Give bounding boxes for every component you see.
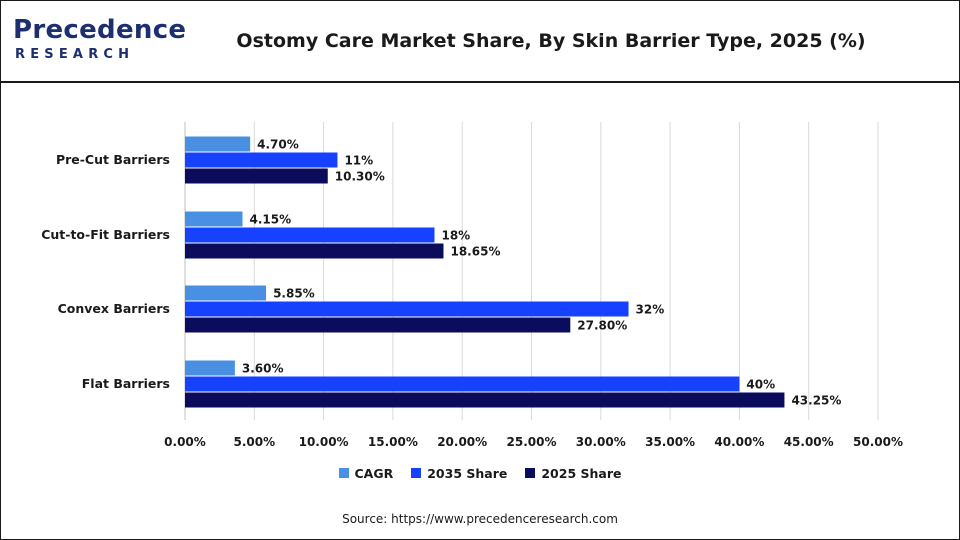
x-tick-label: 20.00% (437, 435, 487, 449)
data-label: 18% (441, 229, 470, 243)
bar (185, 317, 571, 333)
category-label: Convex Barriers (58, 301, 170, 316)
x-tick-label: 25.00% (507, 435, 557, 449)
data-label: 10.30% (335, 170, 385, 184)
header: Precedence RESEARCH Ostomy Care Market S… (1, 1, 959, 81)
legend-swatch (411, 468, 422, 478)
legend-swatch (338, 468, 349, 478)
chart-title: Ostomy Care Market Share, By Skin Barrie… (236, 30, 866, 52)
x-tick-label: 10.00% (299, 435, 349, 449)
data-label: 27.80% (577, 319, 627, 333)
data-label: 3.60% (242, 362, 284, 376)
x-tick-label: 45.00% (784, 435, 834, 449)
x-tick-label: 30.00% (576, 435, 626, 449)
bar (185, 243, 444, 259)
category-label: Cut-to-Fit Barriers (41, 227, 170, 242)
logo-subtitle: RESEARCH (15, 47, 135, 62)
bar (185, 136, 251, 152)
bar (185, 152, 338, 168)
data-label: 18.65% (450, 245, 500, 259)
bar (185, 301, 629, 317)
legend-swatch (525, 468, 536, 478)
header-divider (1, 81, 959, 83)
data-label: 5.85% (273, 287, 315, 301)
chart-legend: CAGR 2035 Share 2025 Share (0, 462, 960, 484)
legend-label: CAGR (354, 465, 394, 481)
x-tick-label: 0.00% (164, 435, 206, 449)
bar (185, 227, 435, 243)
x-tick-label: 5.00% (233, 435, 275, 449)
bar (185, 392, 785, 408)
x-tick-label: 40.00% (714, 435, 764, 449)
source-note: Source: https://www.precedenceresearch.c… (342, 512, 618, 526)
legend-item: CAGR (338, 462, 394, 484)
data-label: 40% (746, 378, 775, 392)
bar (185, 211, 243, 227)
logo-wordmark: Precedence (13, 15, 187, 45)
bar (185, 168, 328, 184)
x-tick-label: 35.00% (645, 435, 695, 449)
legend-label: 2025 Share (541, 465, 622, 481)
data-label: 4.70% (257, 138, 299, 152)
data-label: 4.15% (250, 213, 292, 227)
bar-chart: 0.00% 5.00% 10.00% 15.00% 20.00% 25.00% 30.00%… (41, 122, 903, 449)
bar (185, 376, 740, 392)
data-label: 11% (344, 154, 373, 168)
bar (185, 285, 267, 301)
brand-logo: Precedence RESEARCH (13, 15, 186, 71)
x-tick-label: 15.00% (368, 435, 418, 449)
x-tick-label: 50.00% (853, 435, 903, 449)
legend-item: 2035 Share (411, 462, 507, 484)
category-label: Flat Barriers (82, 376, 170, 391)
bar (185, 360, 235, 376)
legend-label: 2035 Share (427, 465, 508, 481)
legend-item: 2025 Share (525, 462, 621, 484)
category-label: Pre-Cut Barriers (56, 152, 170, 167)
data-label: 43.25% (791, 394, 841, 408)
data-label: 32% (636, 303, 665, 317)
